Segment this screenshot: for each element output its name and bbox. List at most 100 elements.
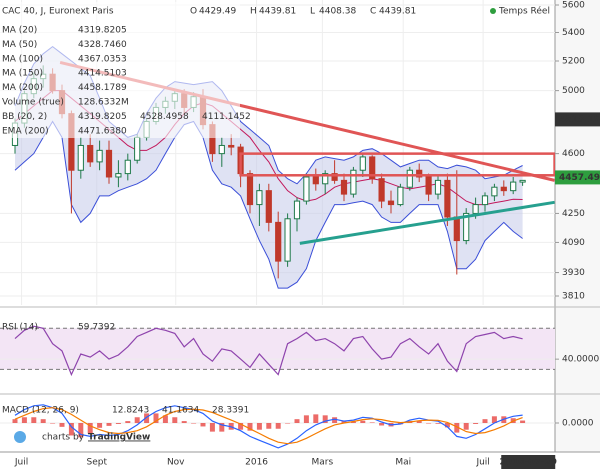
legend-value: 4111.1452 <box>202 112 251 122</box>
y-tick-label: 5200 <box>562 56 585 66</box>
macd-histogram-bar <box>416 420 422 423</box>
macd-histogram-bar <box>59 423 65 427</box>
candle-body <box>519 179 526 183</box>
macd-histogram-bar <box>473 423 479 424</box>
x-tick-label: Juil <box>475 458 489 468</box>
ohlc-key: L <box>310 7 315 17</box>
macd-histogram-bar <box>444 423 450 428</box>
macd-histogram-bar <box>322 415 328 423</box>
legend-value: 4328.7460 <box>78 40 127 50</box>
legend-value: 4367.0353 <box>78 54 127 64</box>
drawing-line <box>299 200 555 245</box>
ohlc-key: C <box>370 7 376 17</box>
ohlc-key: H <box>250 7 257 17</box>
chart-title: CAC 40, J, Euronext Paris <box>2 7 114 17</box>
macd-histogram-bar <box>106 423 112 426</box>
candle-body <box>96 149 103 163</box>
candle-body <box>134 136 141 161</box>
pane-readout: 41.1634 <box>162 406 199 416</box>
macd-histogram-bar <box>172 417 178 423</box>
y-tick-label: 5000 <box>562 86 585 96</box>
candle-body <box>87 144 94 163</box>
macd-histogram-bar <box>12 419 18 423</box>
status-dot <box>490 8 496 14</box>
legend-name: BB (20, 2) <box>2 112 47 122</box>
macd-histogram-bar <box>266 423 272 429</box>
candle-body <box>124 159 131 175</box>
ohlc-value: 4408.38 <box>319 7 356 17</box>
macd-histogram-bar <box>332 417 338 423</box>
macd-histogram-bar <box>31 417 37 423</box>
macd-histogram-bar <box>115 423 121 424</box>
candle-body <box>406 169 413 188</box>
candle-body <box>77 144 84 171</box>
macd-histogram-bar <box>21 417 27 423</box>
candle-body <box>322 173 329 185</box>
candle-body <box>265 190 272 223</box>
legend-name: MA (150) <box>2 69 43 79</box>
y-tick-label: 3810 <box>562 292 585 302</box>
macd-histogram-bar <box>303 415 309 423</box>
candle-body <box>472 204 479 214</box>
candle-body <box>500 186 507 192</box>
macd-histogram-bar <box>162 415 168 423</box>
y-tick-label: 4250 <box>562 209 585 219</box>
x-tick-label: Juil <box>14 458 28 468</box>
legend-name: Volume (true) <box>2 98 64 108</box>
macd-histogram-bar <box>341 421 347 423</box>
macd-histogram-bar <box>125 421 131 423</box>
macd-histogram-bar <box>97 423 103 428</box>
x-tick-label: Sept <box>87 458 108 468</box>
legend-value: 4471.6380 <box>78 126 127 136</box>
candle-body <box>275 221 282 262</box>
ohlc-key: O <box>190 7 197 17</box>
macd-histogram-bar <box>191 423 197 424</box>
macd-histogram-bar <box>369 422 375 423</box>
legend-name: EMA (200) <box>2 126 49 136</box>
pane-title: MACD (12, 26, 9) <box>2 406 79 416</box>
candle-body <box>256 190 263 206</box>
candle-body <box>246 173 254 206</box>
candle-body <box>453 216 460 242</box>
macd-histogram-bar <box>454 423 460 433</box>
macd-histogram-bar <box>144 413 150 423</box>
macd-histogram-bar <box>219 423 225 432</box>
macd-histogram-bar <box>482 419 488 423</box>
macd-histogram-bar <box>50 423 56 424</box>
candle-body <box>284 218 291 262</box>
pane-readout: 12.8243 <box>112 406 149 416</box>
brand-icon <box>14 431 26 443</box>
macd-histogram-bar <box>275 423 281 429</box>
legend-value: 4414.5103 <box>78 69 127 79</box>
macd-histogram-bar <box>78 423 84 438</box>
x-tick-label: 2016 <box>245 458 268 468</box>
x-tick-label: Mars <box>312 458 334 468</box>
legend-value: 4528.4958 <box>140 112 189 122</box>
ohlc-value: 4439.81 <box>379 7 416 17</box>
candle-body <box>434 179 442 195</box>
legend-name: MA (200) <box>2 83 43 93</box>
footer-brand: TradingView <box>88 433 150 443</box>
drawing-rect <box>239 152 555 177</box>
price-tag-label: 4813.19 <box>559 115 600 125</box>
candle-body <box>378 178 385 202</box>
candle-body <box>425 176 432 195</box>
macd-histogram-bar <box>285 423 291 424</box>
candle-body <box>387 200 395 206</box>
legend-value: 4458.1789 <box>78 83 127 93</box>
macd-histogram-bar <box>68 423 74 436</box>
ohlc-value: 4439.81 <box>259 7 296 17</box>
macd-histogram-bar <box>200 423 206 427</box>
candle-body <box>369 156 376 180</box>
x-tick-label: Mai <box>395 458 411 468</box>
footer-prefix: charts by <box>42 433 85 443</box>
y-tick-label: 40.0000 <box>562 355 599 365</box>
candle-body <box>303 176 310 202</box>
macd-pane <box>0 404 555 449</box>
rsi-band <box>0 328 555 370</box>
macd-histogram-bar <box>87 423 93 434</box>
macd-histogram-bar <box>463 423 469 430</box>
y-tick-label: 4090 <box>562 238 585 248</box>
macd-histogram-bar <box>426 423 432 424</box>
candle-body <box>105 149 113 178</box>
